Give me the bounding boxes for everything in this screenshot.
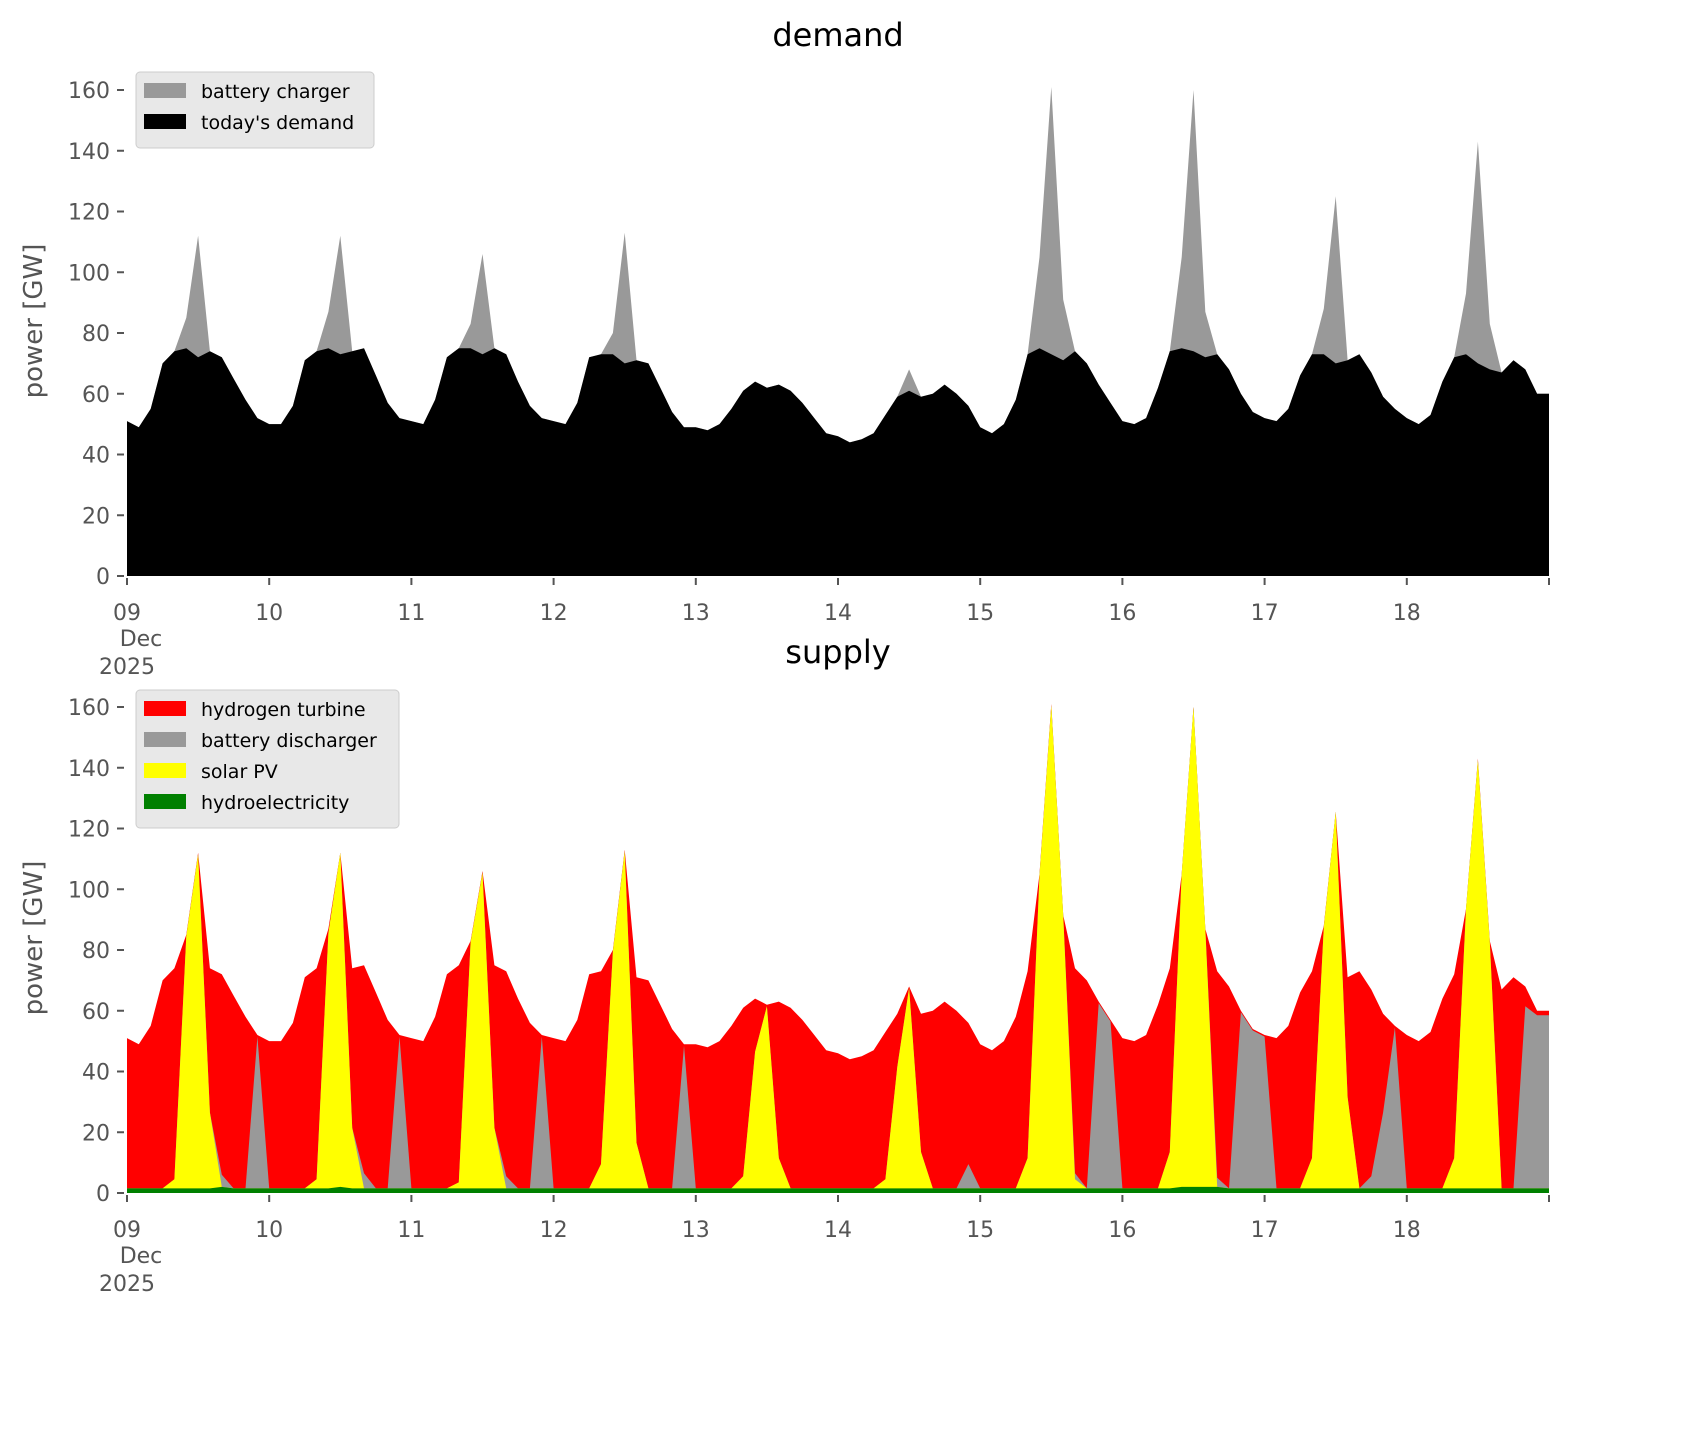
legend-box xyxy=(135,689,400,829)
x-tick-label: 10 xyxy=(255,1218,283,1243)
x-tick-label: 09 xyxy=(113,1218,141,1243)
legend-swatch xyxy=(144,732,186,747)
y-tick-label: 0 xyxy=(96,1182,110,1207)
legend-label: battery charger xyxy=(201,81,350,103)
y-tick-label: 60 xyxy=(82,1000,110,1025)
y-tick-label: 160 xyxy=(68,79,110,104)
x-tick-label: 16 xyxy=(1108,1218,1136,1243)
x-tick-label: 12 xyxy=(540,1218,568,1243)
legend-swatch xyxy=(144,794,186,809)
x-tick-label: 14 xyxy=(824,601,852,626)
legend-swatch xyxy=(144,114,186,129)
demand-legend: battery charger today's demand xyxy=(135,71,375,149)
x-tick-month: Dec xyxy=(120,627,163,652)
y-tick-label: 80 xyxy=(82,939,110,964)
x-tick-label: 11 xyxy=(397,1218,425,1243)
legend-box xyxy=(135,71,375,149)
x-tick-label: 18 xyxy=(1393,1218,1421,1243)
x-tick-label: 10 xyxy=(255,601,283,626)
x-tick-label: 15 xyxy=(966,601,994,626)
y-tick-label: 80 xyxy=(82,322,110,347)
y-tick-label: 120 xyxy=(68,818,110,843)
x-tick-label: 16 xyxy=(1108,601,1136,626)
supply-panel: supply power [GW] 0204060801001201401600… xyxy=(19,633,1550,1297)
x-tick-label: 11 xyxy=(397,601,425,626)
supply-title: supply xyxy=(785,633,890,671)
x-tick-year: 2025 xyxy=(99,1272,155,1297)
demand-areas xyxy=(127,87,1549,576)
legend-label: battery discharger xyxy=(201,730,377,752)
todays-demand-area xyxy=(127,348,1549,576)
demand-ylabel: power [GW] xyxy=(19,244,49,399)
x-tick-label: 17 xyxy=(1251,1218,1279,1243)
solar-pv-area xyxy=(127,705,1549,1193)
x-tick-label: 17 xyxy=(1251,601,1279,626)
y-tick-label: 20 xyxy=(82,504,110,529)
x-tick-label: 13 xyxy=(682,1218,710,1243)
legend-label: today's demand xyxy=(201,112,354,134)
y-tick-label: 40 xyxy=(82,1061,110,1086)
y-tick-label: 20 xyxy=(82,1121,110,1146)
supply-legend: hydrogen turbine battery discharger solar … xyxy=(135,689,400,829)
x-tick-label: 13 xyxy=(682,601,710,626)
x-tick-label: 14 xyxy=(824,1218,852,1243)
legend-swatch xyxy=(144,701,186,716)
x-tick-label: 12 xyxy=(540,601,568,626)
supply-ylabel: power [GW] xyxy=(19,861,49,1016)
x-tick-label: 18 xyxy=(1393,601,1421,626)
legend-label: solar PV xyxy=(201,761,278,783)
x-tick-label: 15 xyxy=(966,1218,994,1243)
legend-label: hydrogen turbine xyxy=(201,699,366,721)
y-tick-label: 160 xyxy=(68,696,110,721)
demand-panel: demand power [GW] 0204060801001201401600… xyxy=(19,16,1550,680)
legend-label: hydroelectricity xyxy=(201,792,349,814)
y-tick-label: 100 xyxy=(68,261,110,286)
supply-areas xyxy=(127,704,1549,1193)
legend-swatch xyxy=(144,83,186,98)
demand-title: demand xyxy=(772,16,903,54)
hydroelectricity-area xyxy=(127,1186,1549,1193)
y-tick-label: 40 xyxy=(82,444,110,469)
x-tick-year: 2025 xyxy=(99,655,155,680)
x-tick-label: 09 xyxy=(113,601,141,626)
x-tick-month: Dec xyxy=(120,1244,163,1269)
y-tick-label: 140 xyxy=(68,757,110,782)
y-tick-label: 120 xyxy=(68,201,110,226)
y-tick-label: 100 xyxy=(68,878,110,903)
y-tick-label: 60 xyxy=(82,383,110,408)
y-tick-label: 140 xyxy=(68,140,110,165)
y-tick-label: 0 xyxy=(96,565,110,590)
legend-swatch xyxy=(144,763,186,778)
